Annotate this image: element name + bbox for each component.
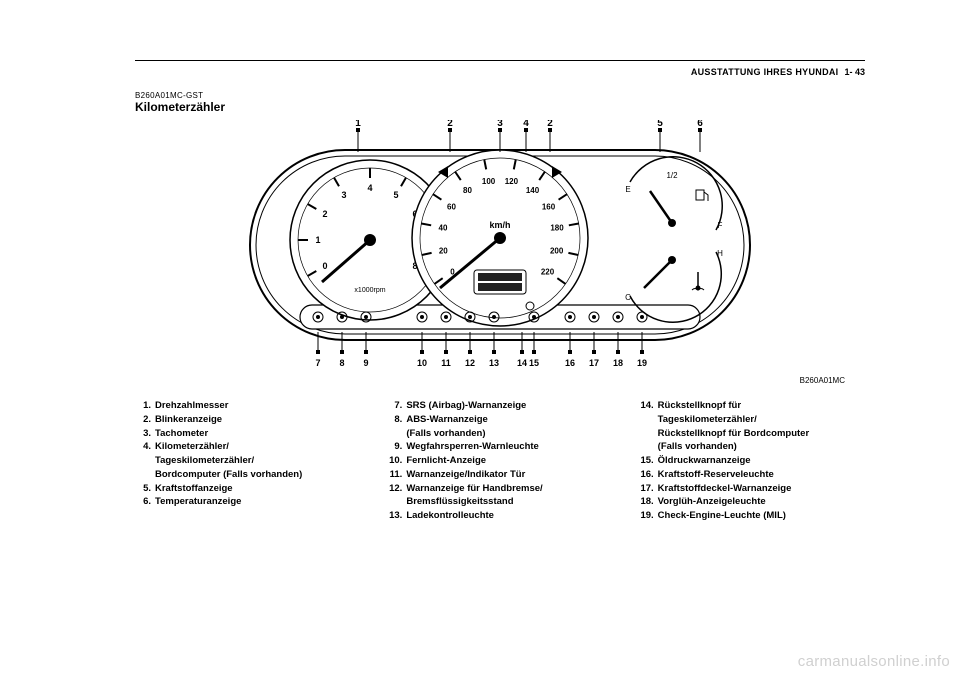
legend-item: 7.SRS (Airbag)-Warnanzeige — [386, 399, 613, 413]
svg-text:17: 17 — [589, 358, 599, 368]
svg-text:20: 20 — [439, 246, 448, 255]
legend-item: Tageskilometerzähler/ — [638, 413, 865, 427]
legend-columns: 1.Drehzahlmesser2.Blinkeranzeige3.Tachom… — [135, 399, 865, 523]
svg-text:7: 7 — [315, 358, 320, 368]
svg-text:10: 10 — [417, 358, 427, 368]
svg-text:200: 200 — [550, 246, 564, 255]
legend-item: 3.Tachometer — [135, 427, 362, 441]
legend-item: (Falls vorhanden) — [638, 440, 865, 454]
legend-item: Rückstellknopf für Bordcomputer — [638, 427, 865, 441]
svg-text:180: 180 — [550, 223, 564, 232]
fuel-empty-label: E — [625, 185, 630, 194]
section-title: Kilometerzähler — [135, 100, 865, 114]
legend-item: 12.Warnanzeige für Handbremse/ — [386, 482, 613, 496]
page-number: 1- 43 — [844, 67, 865, 77]
legend-item: 13.Ladekontrolleuchte — [386, 509, 613, 523]
tach-unit: x1000rpm — [354, 287, 385, 294]
svg-text:8: 8 — [339, 358, 344, 368]
svg-text:140: 140 — [526, 186, 540, 195]
legend-item: 10.Fernlicht-Anzeige — [386, 454, 613, 468]
legend-item: 9.Wegfahrsperren-Warnleuchte — [386, 440, 613, 454]
fuel-half-label: 1/2 — [666, 171, 678, 180]
legend-item: 8.ABS-Warnanzeige — [386, 413, 613, 427]
svg-text:6: 6 — [697, 120, 703, 129]
svg-text:40: 40 — [439, 223, 448, 232]
svg-text:3: 3 — [341, 190, 346, 200]
legend-item: 16.Kraftstoff-Reserveleuchte — [638, 468, 865, 482]
temp-cold-label: C — [625, 293, 631, 302]
svg-text:5: 5 — [393, 190, 398, 200]
svg-text:5: 5 — [657, 120, 663, 129]
svg-text:0: 0 — [322, 261, 327, 271]
legend-item: Bordcomputer (Falls vorhanden) — [135, 468, 362, 482]
svg-text:9: 9 — [363, 358, 368, 368]
svg-text:160: 160 — [542, 202, 556, 211]
svg-text:16: 16 — [565, 358, 575, 368]
legend-item: Tageskilometerzähler/ — [135, 454, 362, 468]
svg-text:120: 120 — [505, 177, 519, 186]
svg-text:18: 18 — [613, 358, 623, 368]
svg-text:1: 1 — [315, 235, 320, 245]
legend-item: 6.Temperaturanzeige — [135, 495, 362, 509]
legend-item: 15.Öldruckwarnanzeige — [638, 454, 865, 468]
svg-text:2: 2 — [447, 120, 453, 129]
legend-item: 5.Kraftstoffanzeige — [135, 482, 362, 496]
speedo-unit: km/h — [489, 220, 510, 230]
svg-text:80: 80 — [463, 186, 472, 195]
watermark: carmanualsonline.info — [798, 653, 950, 670]
svg-text:2: 2 — [322, 209, 327, 219]
section-code: B260A01MC-GST — [135, 91, 865, 100]
legend-item: 18.Vorglüh-Anzeigeleuchte — [638, 495, 865, 509]
svg-text:60: 60 — [447, 202, 456, 211]
legend-item: 14.Rückstellknopf für — [638, 399, 865, 413]
legend-item: 2.Blinkeranzeige — [135, 413, 362, 427]
svg-text:4: 4 — [523, 120, 529, 129]
legend-item: (Falls vorhanden) — [386, 427, 613, 441]
svg-text:3: 3 — [497, 120, 503, 129]
svg-text:4: 4 — [367, 183, 372, 193]
svg-text:220: 220 — [541, 267, 555, 276]
legend-item: 19.Check-Engine-Leuchte (MIL) — [638, 509, 865, 523]
svg-text:15: 15 — [529, 358, 539, 368]
legend-item: 1.Drehzahlmesser — [135, 399, 362, 413]
speedometer-gauge: 020406080100120140160180200220 km/h — [412, 150, 588, 326]
svg-text:19: 19 — [637, 358, 647, 368]
legend-item: 17.Kraftstoffdeckel-Warnanzeige — [638, 482, 865, 496]
svg-text:14: 14 — [517, 358, 527, 368]
chapter-title: AUSSTATTUNG IHRES HYUNDAI — [691, 67, 839, 77]
svg-text:13: 13 — [489, 358, 499, 368]
legend-item: Bremsflüssigkeitsstand — [386, 495, 613, 509]
svg-text:100: 100 — [482, 177, 496, 186]
section-heading: B260A01MC-GST Kilometerzähler — [135, 91, 865, 114]
fuel-full-label: F — [718, 221, 723, 230]
instrument-cluster-figure: 012345678 x1000rpm 020406080100120140160… — [230, 120, 770, 380]
legend-item: 4.Kilometerzähler/ — [135, 440, 362, 454]
legend-item: 11.Warnanzeige/Indikator Tür — [386, 468, 613, 482]
temp-hot-label: H — [717, 249, 723, 258]
page-header: AUSSTATTUNG IHRES HYUNDAI 1- 43 — [135, 67, 865, 77]
svg-text:12: 12 — [465, 358, 475, 368]
svg-text:2: 2 — [547, 120, 553, 129]
svg-text:11: 11 — [441, 358, 451, 368]
svg-text:1: 1 — [355, 120, 361, 129]
